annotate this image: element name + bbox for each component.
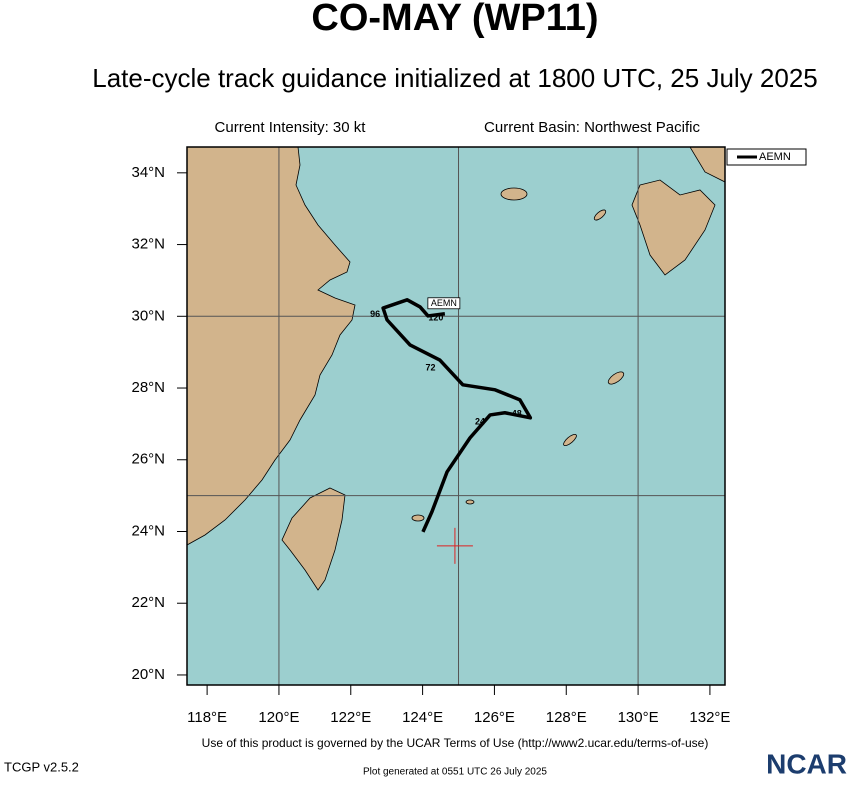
terms: Use of this product is governed by the U… <box>202 736 709 750</box>
x-tick-label: 128°E <box>546 709 587 726</box>
hour-label: 24 <box>475 416 485 426</box>
island <box>563 433 577 447</box>
x-tick-label: 130°E <box>618 709 659 726</box>
legend <box>726 148 807 166</box>
hour-label: 96 <box>370 309 380 319</box>
x-tick-label: 118°E <box>187 709 227 726</box>
taiwan <box>281 487 346 591</box>
x-tick-label: 132°E <box>689 709 730 726</box>
track-end-label: AEMN <box>431 298 457 308</box>
honshu <box>689 147 725 183</box>
hour-label: 72 <box>425 363 435 373</box>
track <box>381 298 533 533</box>
x-tick-label: 122°E <box>330 709 371 726</box>
map-frame <box>186 146 726 686</box>
okinawa <box>607 371 625 385</box>
y-tick-label: 26°N <box>131 451 165 468</box>
y-tick-label: 22°N <box>131 594 165 611</box>
subtitle: Late-cycle track guidance initialized at… <box>92 63 818 93</box>
intensity: Current Intensity: 30 kt <box>215 119 367 136</box>
title: CO-MAY (WP11) <box>311 0 598 39</box>
generated: Plot generated at 0551 UTC 26 July 2025 <box>363 767 547 778</box>
x-tick-label: 126°E <box>474 709 515 726</box>
y-tick-label: 24°N <box>131 522 165 539</box>
x-tick-label: 124°E <box>402 709 443 726</box>
jeju <box>500 187 528 201</box>
island <box>411 514 425 522</box>
hour-label: 48 <box>512 409 522 419</box>
track-end-box <box>427 297 461 310</box>
x-tick-label: 120°E <box>258 709 299 726</box>
land <box>187 147 725 591</box>
logo: NCAR <box>766 748 847 779</box>
island <box>593 209 607 221</box>
basin: Current Basin: Northwest Pacific <box>484 119 700 136</box>
legend-label: AEMN <box>759 151 791 163</box>
y-tick-label: 32°N <box>131 236 165 253</box>
china <box>187 147 356 546</box>
kyushu <box>631 179 716 276</box>
y-tick-label: 28°N <box>131 379 165 396</box>
hour-label: 120 <box>428 312 443 322</box>
version: TCGP v2.5.2 <box>4 759 79 774</box>
y-tick-label: 30°N <box>131 307 165 324</box>
island <box>465 499 475 505</box>
y-tick-label: 34°N <box>131 164 165 181</box>
y-tick-label: 20°N <box>131 666 165 683</box>
